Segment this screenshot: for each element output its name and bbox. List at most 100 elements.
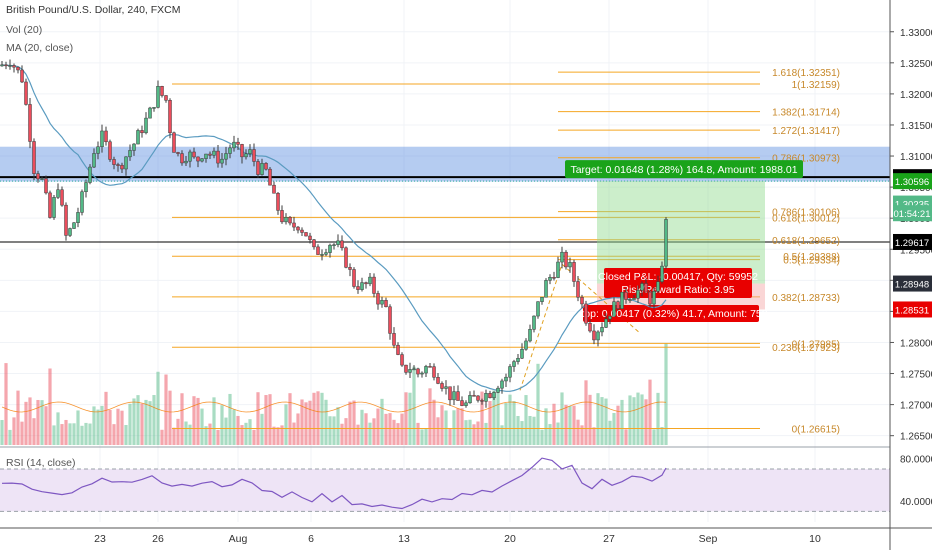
candle-body-20[interactable]: [80, 191, 84, 213]
candle-body-33[interactable]: [132, 143, 136, 151]
candle-body-162[interactable]: [648, 291, 652, 305]
candle-body-110[interactable]: [440, 383, 444, 389]
candle-body-18[interactable]: [72, 222, 76, 229]
candle-body-105[interactable]: [420, 372, 424, 375]
rsi-legend[interactable]: RSI (14, close): [6, 457, 76, 469]
candle-body-90[interactable]: [360, 282, 364, 290]
long-position-tool[interactable]: Target: 0.01648 (1.28%) 164.8, Amount: 1…: [519, 160, 803, 391]
candle-body-42[interactable]: [168, 100, 172, 134]
candle-body-3[interactable]: [12, 65, 16, 68]
candle-body-126[interactable]: [504, 376, 508, 382]
candle-body-39[interactable]: [156, 86, 160, 108]
ma-legend[interactable]: MA (20, close): [6, 42, 74, 54]
candle-body-145[interactable]: [580, 297, 584, 305]
candle-body-142[interactable]: [568, 262, 572, 268]
fibonacci-levels[interactable]: 1.618(1.32351)1(1.32159) 1.382(1.31714) 1.…: [172, 68, 840, 436]
candle-body-108[interactable]: [432, 366, 436, 378]
candle-body-132[interactable]: [528, 329, 532, 342]
candle-body-2[interactable]: [8, 65, 12, 67]
candle-body-30[interactable]: [120, 164, 124, 170]
candle-body-25[interactable]: [100, 130, 104, 147]
candle-body-138[interactable]: [552, 277, 556, 279]
candle-body-55[interactable]: [220, 158, 224, 164]
candle-body-131[interactable]: [524, 340, 528, 350]
candle-body-66[interactable]: [264, 163, 268, 170]
candle-body-124[interactable]: [496, 387, 500, 393]
candle-body-104[interactable]: [416, 368, 420, 375]
candle-body-158[interactable]: [632, 298, 636, 300]
candle-body-157[interactable]: [628, 299, 632, 301]
candle-body-130[interactable]: [520, 348, 524, 359]
candle-body-151[interactable]: [604, 318, 608, 328]
candle-body-0[interactable]: [0, 64, 4, 67]
candle-body-28[interactable]: [112, 159, 116, 165]
candle-body-96[interactable]: [384, 300, 388, 308]
candle-body-54[interactable]: [216, 150, 220, 164]
rsi-pane[interactable]: [0, 457, 890, 512]
candle-body-161[interactable]: [644, 283, 648, 293]
candles[interactable]: [0, 59, 668, 408]
candle-body-63[interactable]: [252, 149, 256, 162]
candle-body-84[interactable]: [336, 240, 340, 245]
candle-body-89[interactable]: [356, 286, 360, 290]
candle-body-13[interactable]: [52, 197, 56, 218]
candle-body-59[interactable]: [236, 141, 240, 145]
candle-body-129[interactable]: [516, 357, 520, 362]
candle-body-160[interactable]: [640, 283, 644, 291]
candle-body-98[interactable]: [392, 333, 396, 346]
candle-body-143[interactable]: [572, 262, 576, 282]
candle-body-12[interactable]: [48, 192, 52, 218]
candle-body-22[interactable]: [88, 166, 92, 183]
candle-body-46[interactable]: [184, 160, 188, 164]
candle-body-120[interactable]: [480, 400, 484, 402]
candle-body-111[interactable]: [444, 386, 448, 389]
candle-body-40[interactable]: [160, 86, 164, 96]
candle-body-139[interactable]: [556, 261, 560, 278]
candle-body-80[interactable]: [320, 254, 324, 256]
candle-body-44[interactable]: [176, 152, 180, 154]
candle-body-128[interactable]: [512, 361, 516, 367]
candle-body-164[interactable]: [656, 281, 660, 292]
candle-body-9[interactable]: [36, 173, 40, 180]
candle-body-11[interactable]: [44, 178, 48, 194]
rsi-line[interactable]: [1, 457, 667, 510]
candle-body-117[interactable]: [468, 395, 472, 404]
candle-body-144[interactable]: [576, 281, 580, 298]
candle-body-135[interactable]: [540, 297, 544, 302]
candle-body-37[interactable]: [148, 107, 152, 119]
candle-body-94[interactable]: [376, 293, 380, 305]
candle-body-7[interactable]: [28, 104, 32, 142]
candle-body-76[interactable]: [304, 232, 308, 237]
candle-body-19[interactable]: [76, 212, 80, 223]
candle-body-21[interactable]: [84, 182, 88, 193]
candle-body-163[interactable]: [652, 291, 656, 305]
candle-body-107[interactable]: [428, 366, 432, 368]
candle-body-112[interactable]: [448, 386, 452, 401]
candle-body-57[interactable]: [228, 147, 232, 154]
candle-body-15[interactable]: [60, 189, 64, 206]
candle-body-68[interactable]: [272, 184, 276, 194]
candle-body-47[interactable]: [188, 151, 192, 162]
candle-body-133[interactable]: [532, 315, 536, 330]
candle-body-78[interactable]: [312, 239, 316, 248]
candle-body-86[interactable]: [344, 247, 348, 268]
candle-body-146[interactable]: [584, 303, 588, 324]
candle-body-127[interactable]: [508, 366, 512, 378]
candle-body-58[interactable]: [232, 141, 236, 149]
candle-body-119[interactable]: [476, 395, 480, 401]
candle-body-74[interactable]: [296, 226, 300, 231]
candle-body-43[interactable]: [172, 132, 176, 153]
candle-body-136[interactable]: [544, 280, 548, 298]
candle-body-147[interactable]: [588, 322, 592, 332]
candle-body-75[interactable]: [300, 229, 304, 233]
candle-body-99[interactable]: [396, 344, 400, 355]
candle-body-134[interactable]: [536, 301, 540, 317]
candle-body-29[interactable]: [116, 164, 120, 166]
candle-body-27[interactable]: [108, 141, 112, 160]
candle-body-60[interactable]: [240, 144, 244, 158]
candle-body-56[interactable]: [224, 153, 228, 160]
candle-body-24[interactable]: [96, 146, 100, 154]
candle-body-85[interactable]: [340, 240, 344, 249]
candle-body-88[interactable]: [352, 269, 356, 287]
